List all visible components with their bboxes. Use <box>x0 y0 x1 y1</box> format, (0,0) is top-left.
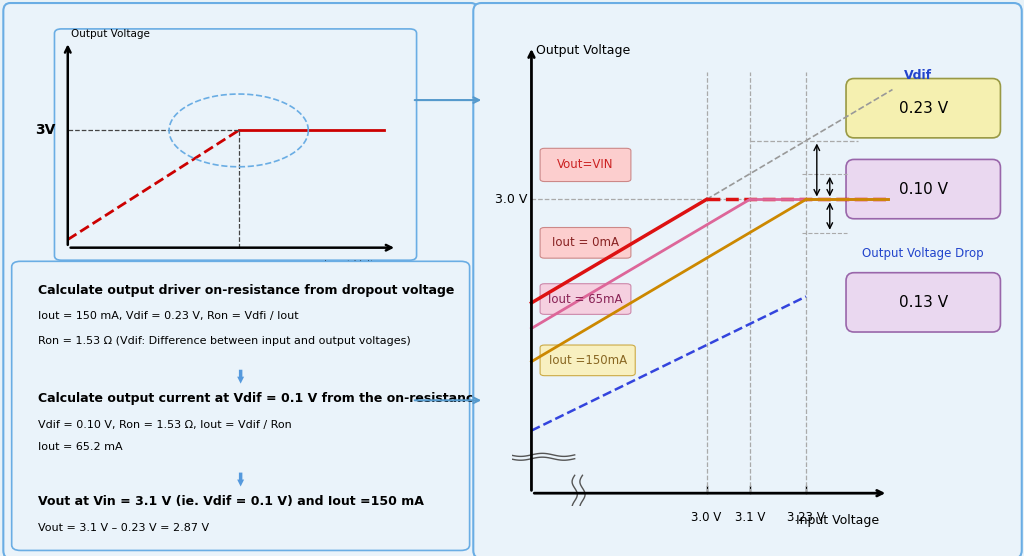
Text: Vout=VIN: Vout=VIN <box>557 158 613 171</box>
Text: 0.23 V: 0.23 V <box>899 101 948 116</box>
FancyBboxPatch shape <box>540 284 631 314</box>
Text: Ron = 1.53 Ω (Vdif: Difference between input and output voltages): Ron = 1.53 Ω (Vdif: Difference between i… <box>38 336 411 346</box>
Text: Output Voltage: Output Voltage <box>536 43 630 57</box>
Text: Input Voltage: Input Voltage <box>797 514 880 527</box>
Text: 0.13 V: 0.13 V <box>899 295 948 310</box>
FancyBboxPatch shape <box>473 3 1022 556</box>
FancyBboxPatch shape <box>846 160 1000 219</box>
Text: 3V: 3V <box>35 123 55 137</box>
Text: Iout = 65mA: Iout = 65mA <box>548 292 623 306</box>
Text: Vout at Vin = 3.1 V (ie. Vdif = 0.1 V) and Iout =150 mA: Vout at Vin = 3.1 V (ie. Vdif = 0.1 V) a… <box>38 495 424 508</box>
FancyBboxPatch shape <box>540 227 631 258</box>
Text: 0.10 V: 0.10 V <box>899 182 948 197</box>
Text: Calculate output current at Vdif = 0.1 V from the on-resistance: Calculate output current at Vdif = 0.1 V… <box>38 392 482 405</box>
Text: Output Voltage Drop: Output Voltage Drop <box>862 247 984 260</box>
Text: Iout = 0mA: Iout = 0mA <box>552 236 618 249</box>
Text: Calculate output driver on-resistance from dropout voltage: Calculate output driver on-resistance fr… <box>38 284 455 296</box>
Text: Vout = 3.1 V – 0.23 V = 2.87 V: Vout = 3.1 V – 0.23 V = 2.87 V <box>38 523 209 533</box>
Text: Iout = 65.2 mA: Iout = 65.2 mA <box>38 442 123 452</box>
Text: 3.0 V: 3.0 V <box>495 193 527 206</box>
FancyBboxPatch shape <box>3 3 478 556</box>
Text: 3.23 V: 3.23 V <box>787 511 825 524</box>
Text: Iout =150mA: Iout =150mA <box>549 354 627 367</box>
Text: Output Voltage: Output Voltage <box>71 29 150 39</box>
FancyBboxPatch shape <box>846 272 1000 332</box>
FancyBboxPatch shape <box>11 261 470 550</box>
FancyBboxPatch shape <box>540 345 635 376</box>
Text: Vdif: Vdif <box>904 70 932 82</box>
FancyBboxPatch shape <box>540 148 631 181</box>
FancyBboxPatch shape <box>846 78 1000 138</box>
Text: Iout = 150 mA, Vdif = 0.23 V, Ron = Vdfi / Iout: Iout = 150 mA, Vdif = 0.23 V, Ron = Vdfi… <box>38 311 299 321</box>
Text: 3.1 V: 3.1 V <box>734 511 765 524</box>
Text: 3V: 3V <box>228 266 249 280</box>
FancyBboxPatch shape <box>54 29 417 260</box>
Text: Input Voltage: Input Voltage <box>325 260 394 270</box>
Text: 3.0 V: 3.0 V <box>691 511 722 524</box>
Text: Vdif = 0.10 V, Ron = 1.53 Ω, Iout = Vdif / Ron: Vdif = 0.10 V, Ron = 1.53 Ω, Iout = Vdif… <box>38 420 292 430</box>
